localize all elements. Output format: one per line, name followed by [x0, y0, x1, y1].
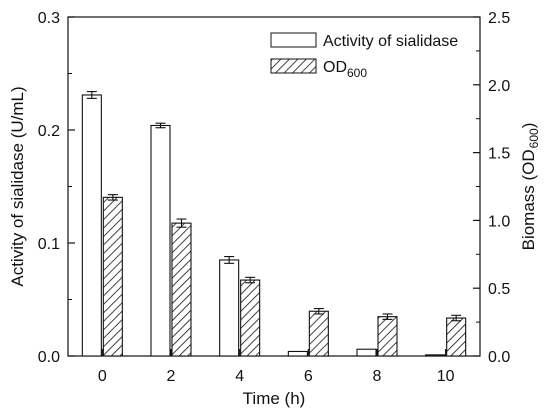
bar-od-1	[171, 222, 192, 357]
y-left-tick-label-3: 0.3	[38, 10, 60, 27]
bars-layer	[81, 91, 467, 357]
bar-od-3	[308, 310, 329, 357]
legend-label-od-sub: 600	[347, 66, 367, 80]
y-left-tick-label-1: 0.1	[38, 236, 60, 253]
y-axis-right-title-tail: )	[519, 123, 538, 129]
legend-label-od: OD600	[323, 59, 367, 80]
bar-activity-3	[287, 350, 308, 357]
bar-activity-2	[219, 259, 240, 357]
y-axis-right-title: Biomass (OD600)	[519, 123, 541, 251]
axes-layer: 0.0 0.1 0.2 0.3 0.0 0.5 1.0 1.5 2.0 2.5 0 2 4 6 8 10	[38, 10, 511, 385]
legend-swatch-od	[270, 58, 317, 74]
legend: Activity of sialidase OD600	[270, 32, 458, 80]
y-right-tick-label-1: 0.5	[488, 281, 510, 298]
y-right-tick-label-4: 2.0	[488, 78, 510, 95]
bar-od-2	[240, 279, 261, 357]
x-tick-label-2: 4	[235, 368, 244, 385]
y-axis-left-title: Activity of sialidase (U/mL)	[8, 86, 27, 286]
y-right-tick-label-0: 0.0	[488, 349, 510, 366]
bar-activity-0	[81, 94, 102, 357]
y-right-tick-label-5: 2.5	[488, 10, 510, 27]
y-axis-right-title-sub: 600	[527, 128, 541, 148]
x-axis-title: Time (h)	[243, 389, 306, 408]
x-tick-label-5: 10	[437, 368, 455, 385]
legend-swatch-activity	[270, 32, 317, 48]
bar-activity-5	[425, 354, 446, 357]
x-tick-label-3: 6	[304, 368, 313, 385]
y-axis-right-title-base: Biomass (OD	[519, 149, 538, 250]
y-right-tick-label-3: 1.5	[488, 146, 510, 163]
legend-label-od-base: OD	[323, 59, 347, 76]
x-tick-label-4: 8	[373, 368, 382, 385]
y-left-tick-label-0: 0.0	[38, 349, 60, 366]
legend-label-activity: Activity of sialidase	[323, 33, 458, 50]
y-right-tick-label-2: 1.0	[488, 213, 510, 230]
bar-od-0	[102, 196, 123, 357]
y-left-tick-label-2: 0.2	[38, 123, 60, 140]
bar-activity-1	[150, 124, 171, 357]
bar-activity-4	[356, 348, 377, 357]
x-tick-label-0: 0	[98, 368, 107, 385]
bar-od-5	[446, 317, 467, 357]
x-tick-label-1: 2	[167, 368, 176, 385]
bar-od-4	[377, 316, 398, 357]
